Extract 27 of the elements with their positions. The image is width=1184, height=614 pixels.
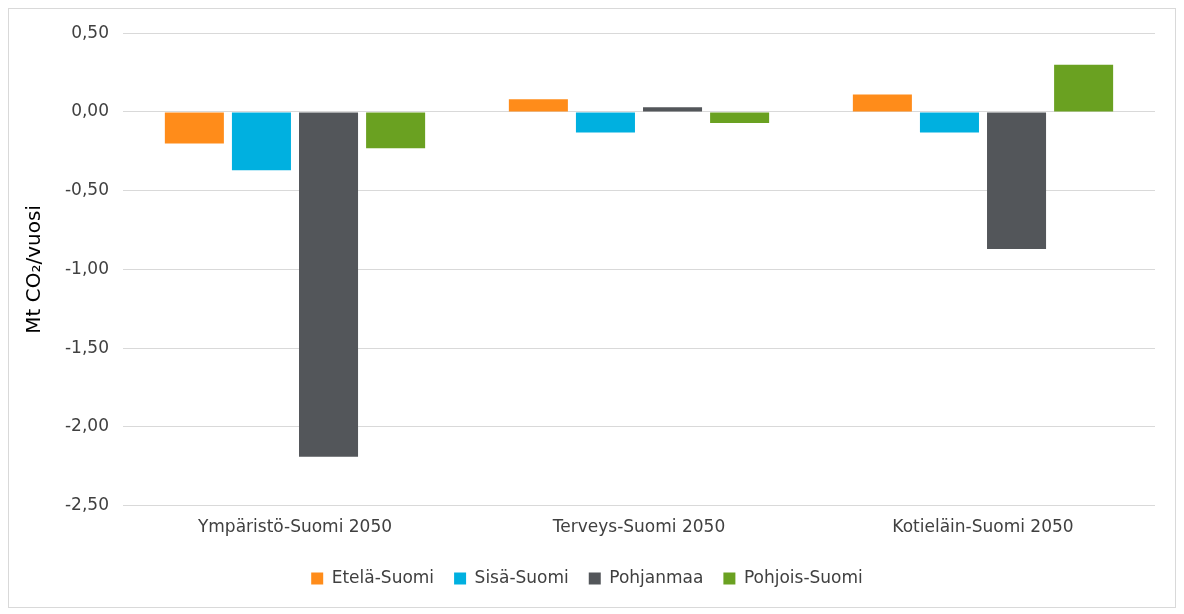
bar	[231, 112, 291, 171]
x-tick-label: Ympäristö-Suomi 2050	[196, 516, 393, 537]
legend-label: Pohjanmaa	[609, 566, 704, 587]
y-tick-label: 0,00	[71, 100, 109, 121]
bar	[508, 99, 568, 112]
bar	[164, 112, 224, 144]
bar	[710, 112, 770, 123]
bar	[299, 112, 359, 457]
y-axis-title: Mt CO₂/vuosi	[21, 205, 46, 334]
x-tick-label: Kotieläin-Suomi 2050	[892, 516, 1074, 537]
legend-label: Pohjois-Suomi	[743, 566, 863, 587]
bar	[643, 107, 703, 112]
y-tick-label: -1,00	[64, 257, 109, 278]
bar	[575, 112, 635, 133]
y-tick-label: 0,50	[71, 21, 109, 42]
bar	[852, 94, 912, 112]
bar	[1054, 64, 1114, 112]
legend-label: Sisä-Suomi	[474, 566, 569, 587]
y-tick-label: -0,50	[64, 179, 109, 200]
bar	[366, 112, 426, 149]
y-tick-label: -2,50	[64, 494, 109, 515]
bar	[919, 112, 979, 133]
x-tick-label: Terveys-Suomi 2050	[551, 516, 726, 537]
bar	[987, 112, 1047, 249]
legend-label: Etelä-Suomi	[331, 566, 435, 587]
y-tick-label: -1,50	[64, 336, 109, 357]
y-tick-label: -2,00	[64, 415, 109, 436]
